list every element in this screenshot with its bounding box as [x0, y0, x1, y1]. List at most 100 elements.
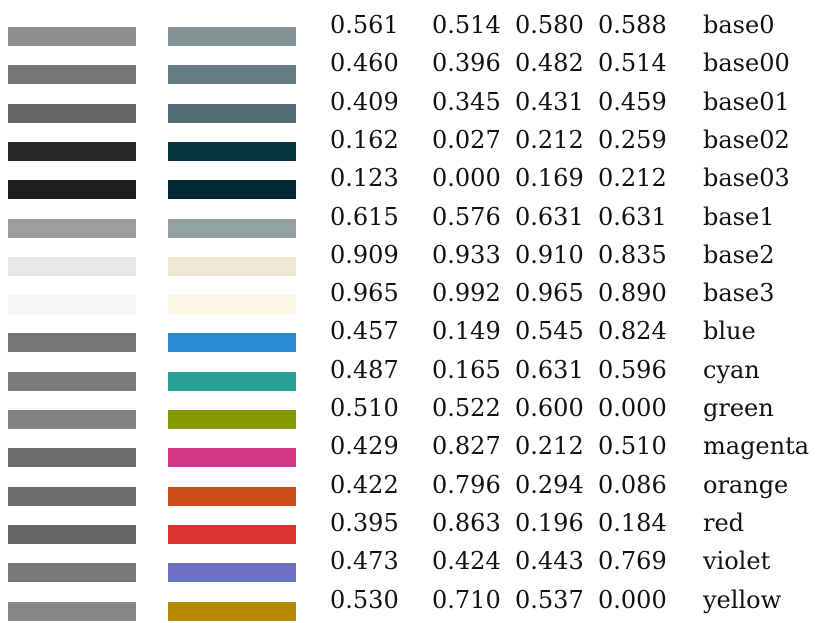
green-value: 0.431 [515, 87, 584, 116]
gray-swatch [8, 601, 136, 621]
color-name: green [703, 394, 774, 422]
blue-value: 0.184 [598, 508, 667, 537]
table-row: 0.909 0.933 0.910 0.835 base2 [0, 240, 823, 278]
green-value: 0.600 [515, 394, 584, 422]
gray-value: 0.487 [330, 355, 399, 384]
blue-value: 0.824 [598, 317, 667, 346]
green-value: 0.212 [515, 432, 584, 461]
red-value: 0.396 [432, 49, 501, 78]
green-value: 0.965 [515, 279, 584, 308]
color-swatch [168, 410, 296, 429]
red-value: 0.514 [432, 11, 501, 39]
gray-value: 0.162 [330, 125, 399, 154]
gray-value: 0.473 [330, 547, 399, 576]
table-row: 0.162 0.027 0.212 0.259 base02 [0, 125, 823, 163]
gray-swatch [8, 180, 136, 200]
red-value: 0.863 [432, 508, 501, 537]
color-name: base01 [703, 87, 790, 116]
gray-swatch [8, 103, 136, 123]
color-name: red [703, 508, 745, 537]
blue-value: 0.459 [598, 87, 667, 116]
table-row: 0.615 0.576 0.631 0.631 base1 [0, 202, 823, 240]
color-name: base2 [703, 240, 775, 269]
blue-value: 0.510 [598, 432, 667, 461]
red-value: 0.827 [432, 432, 501, 461]
gray-swatch [8, 256, 136, 276]
color-swatch [168, 486, 296, 506]
color-swatch [168, 371, 296, 391]
color-swatch [168, 65, 296, 85]
table-row: 0.422 0.796 0.294 0.086 orange [0, 470, 823, 508]
red-value: 0.345 [432, 87, 501, 116]
blue-value: 0.631 [598, 202, 667, 231]
gray-swatch [8, 410, 136, 429]
red-value: 0.522 [432, 394, 501, 422]
gray-swatch [8, 141, 136, 161]
gray-value: 0.457 [330, 317, 399, 346]
color-name: yellow [703, 585, 782, 614]
green-value: 0.294 [515, 470, 584, 499]
gray-value: 0.909 [330, 240, 399, 269]
gray-swatch [8, 486, 136, 506]
red-value: 0.710 [432, 585, 501, 614]
green-value: 0.545 [515, 317, 584, 346]
red-value: 0.933 [432, 240, 501, 269]
color-name: orange [703, 470, 789, 499]
table-row: 0.460 0.396 0.482 0.514 base00 [0, 48, 823, 86]
color-swatch [168, 141, 296, 161]
green-value: 0.482 [515, 49, 584, 78]
green-value: 0.631 [515, 202, 584, 231]
red-value: 0.027 [432, 125, 501, 154]
blue-value: 0.000 [598, 585, 667, 614]
gray-swatch [8, 218, 136, 238]
gray-swatch [8, 371, 136, 391]
gray-swatch [8, 333, 136, 353]
green-value: 0.580 [515, 11, 584, 39]
gray-value: 0.965 [330, 279, 399, 308]
gray-swatch [8, 448, 136, 468]
gray-value: 0.561 [330, 11, 399, 39]
table-row: 0.965 0.992 0.965 0.890 base3 [0, 278, 823, 316]
blue-value: 0.000 [598, 394, 667, 422]
color-swatch [168, 256, 296, 276]
color-swatch [168, 180, 296, 200]
color-name: base3 [703, 279, 775, 308]
gray-value: 0.510 [330, 394, 399, 422]
table-row: 0.409 0.345 0.431 0.459 base01 [0, 87, 823, 125]
gray-value: 0.615 [330, 202, 399, 231]
gray-swatch [8, 65, 136, 85]
color-swatch [168, 295, 296, 315]
color-swatch [168, 333, 296, 353]
green-value: 0.212 [515, 125, 584, 154]
gray-value: 0.460 [330, 49, 399, 78]
color-swatch [168, 103, 296, 123]
green-value: 0.537 [515, 585, 584, 614]
color-name: base02 [703, 125, 790, 154]
table-row: 0.487 0.165 0.631 0.596 cyan [0, 355, 823, 393]
blue-value: 0.890 [598, 279, 667, 308]
gray-value: 0.422 [330, 470, 399, 499]
color-name: base1 [703, 202, 775, 231]
green-value: 0.169 [515, 164, 584, 193]
blue-value: 0.212 [598, 164, 667, 193]
red-value: 0.424 [432, 547, 501, 576]
red-value: 0.992 [432, 279, 501, 308]
gray-swatch [8, 563, 136, 583]
color-name: base03 [703, 164, 790, 193]
color-name: blue [703, 317, 756, 346]
gray-swatch [8, 27, 136, 46]
table-row: 0.561 0.514 0.580 0.588 base0 [0, 10, 823, 48]
table-row: 0.395 0.863 0.196 0.184 red [0, 508, 823, 546]
blue-value: 0.086 [598, 470, 667, 499]
table-row: 0.473 0.424 0.443 0.769 violet [0, 546, 823, 584]
gray-value: 0.395 [330, 508, 399, 537]
table-row: 0.530 0.710 0.537 0.000 yellow [0, 585, 823, 623]
blue-value: 0.259 [598, 125, 667, 154]
red-value: 0.796 [432, 470, 501, 499]
color-name: magenta [703, 432, 810, 461]
color-name: violet [703, 547, 771, 576]
color-name: base00 [703, 49, 790, 78]
color-name: cyan [703, 355, 760, 384]
blue-value: 0.769 [598, 547, 667, 576]
green-value: 0.196 [515, 508, 584, 537]
